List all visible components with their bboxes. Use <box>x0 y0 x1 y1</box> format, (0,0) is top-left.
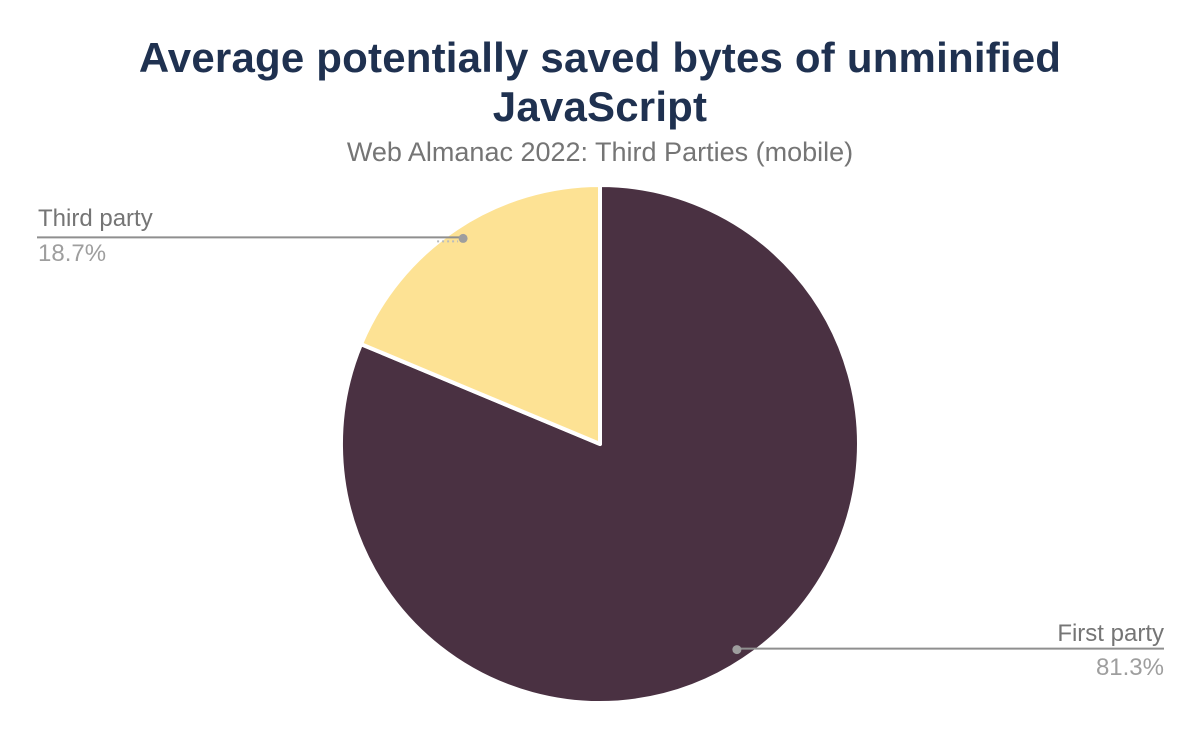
leader-dot-third-party <box>458 233 468 243</box>
slice-percent-first-party: 81.3% <box>1095 654 1164 681</box>
pie-slice-third-party[interactable] <box>359 183 602 446</box>
slice-label-first-party: First party <box>1057 620 1164 647</box>
chart-title: Average potentially saved bytes of unmin… <box>138 34 1062 131</box>
slice-label-third-party: Third party <box>38 205 153 232</box>
leader-dot-first-party <box>732 645 742 655</box>
chart-subtitle: Web Almanac 2022: Third Parties (mobile) <box>346 137 854 167</box>
slice-percent-third-party: 18.7% <box>38 240 107 267</box>
